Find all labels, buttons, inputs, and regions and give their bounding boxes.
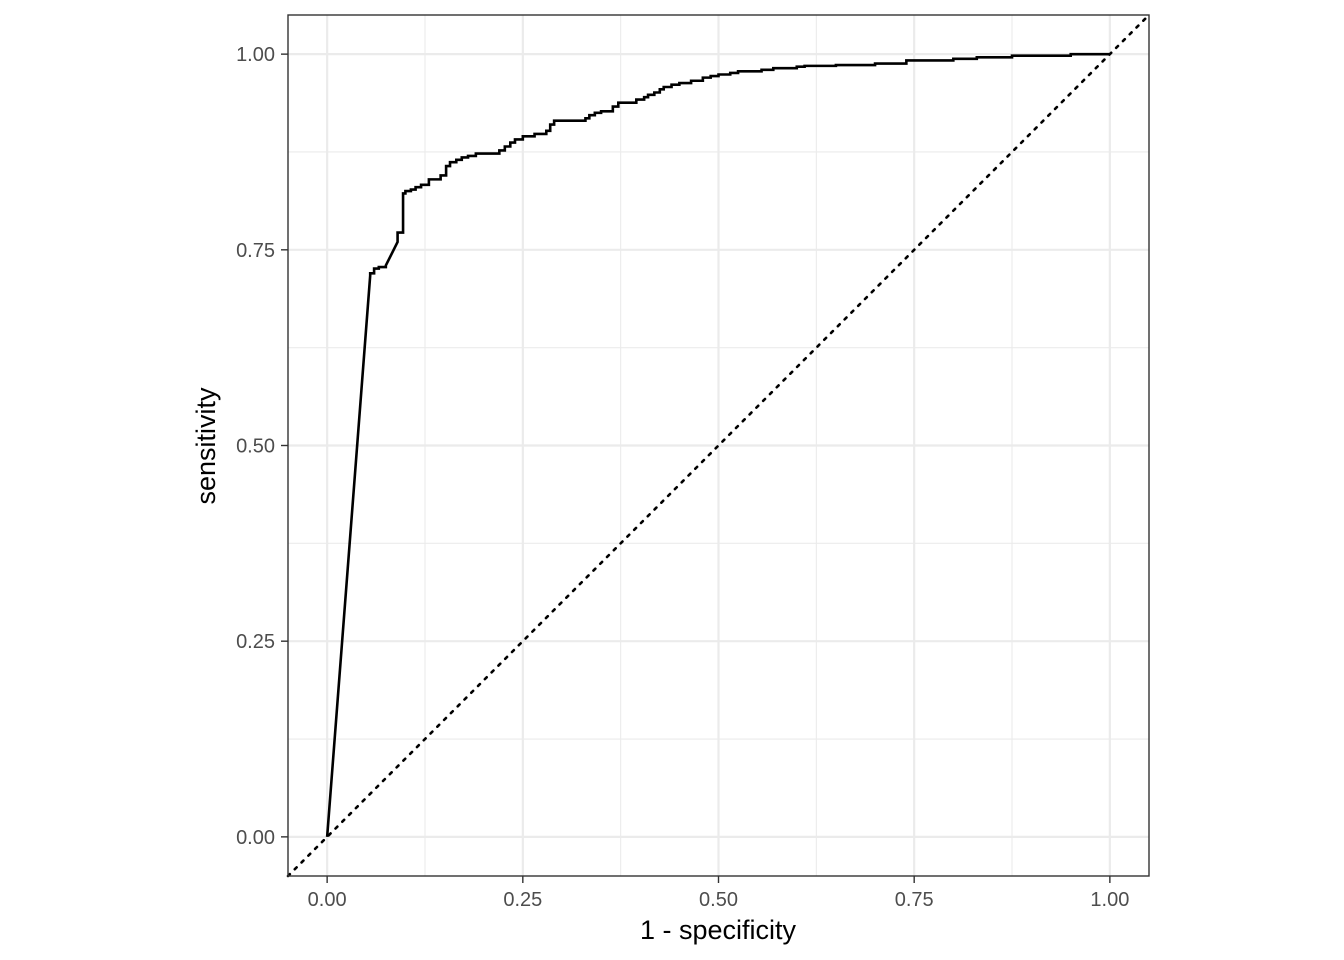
x-axis-ticks: 0.00 0.25 0.50 0.75 1.00 xyxy=(308,876,1129,911)
roc-curve-line xyxy=(325,52,1110,837)
y-axis-title: sensitivity xyxy=(191,387,221,505)
y-tick-label: 0.50 xyxy=(236,436,275,458)
y-tick-label: 1.00 xyxy=(236,44,275,66)
x-tick-label: 1.00 xyxy=(1090,889,1129,911)
major-gridlines xyxy=(288,15,1149,876)
y-tick-label: 0.00 xyxy=(236,827,275,849)
x-tick-label: 0.00 xyxy=(308,889,347,911)
y-tick-label: 0.25 xyxy=(236,631,275,653)
x-tick-label: 0.50 xyxy=(699,889,738,911)
reference-diagonal-line xyxy=(286,13,1151,878)
x-axis-title: 1 - specificity xyxy=(640,915,797,945)
x-tick-label: 0.75 xyxy=(895,889,934,911)
y-tick-label: 0.75 xyxy=(236,240,275,262)
x-tick-label: 0.25 xyxy=(503,889,542,911)
y-axis-ticks: 0.00 0.25 0.50 0.75 1.00 xyxy=(236,44,288,849)
